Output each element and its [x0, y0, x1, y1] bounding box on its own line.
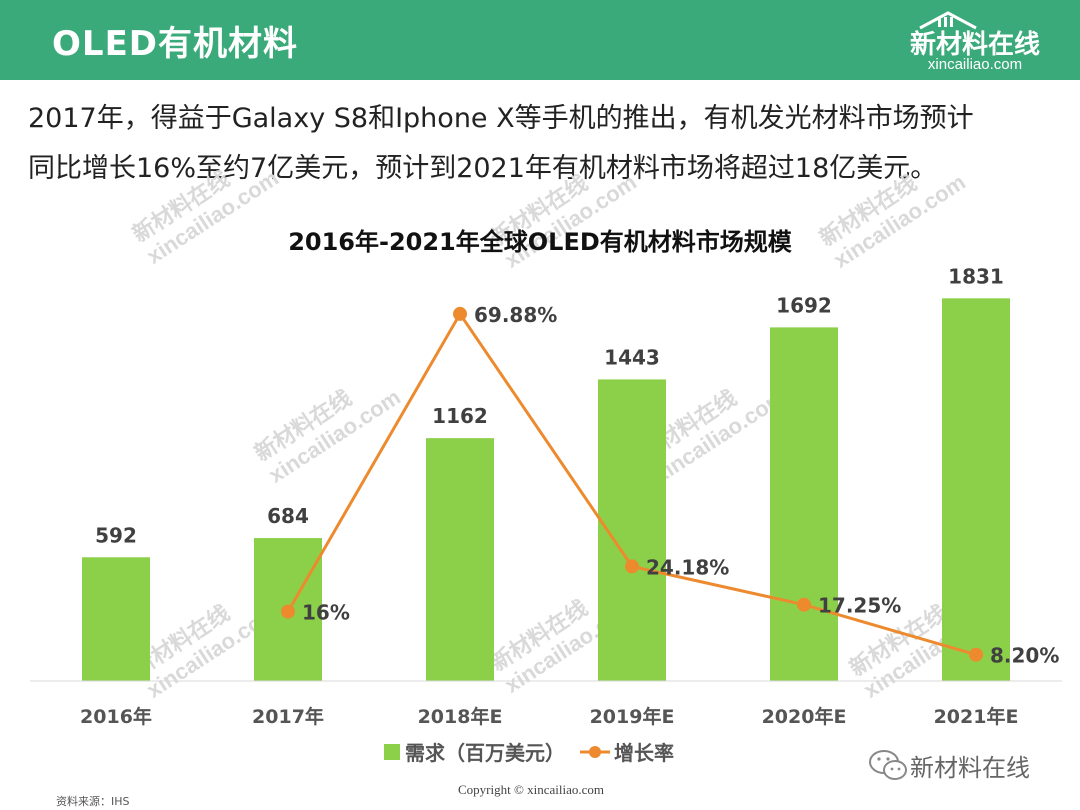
bar-value-label: 1831: [948, 264, 1004, 288]
logo-domain: xincailiao.com: [927, 56, 1023, 73]
intro-text: 2017年，得益于Galaxy S8和Iphone X等手机的推出，有机发光材料…: [28, 94, 1058, 194]
bar-value-label: 1443: [604, 345, 660, 369]
growth-point: [281, 604, 295, 619]
page-title: OLED有机材料: [52, 24, 299, 64]
growth-point: [969, 647, 983, 662]
bar-value-label: 684: [267, 504, 309, 528]
source-note: 资料来源：IHS: [56, 795, 130, 808]
x-tick-label: 2020年E: [762, 705, 847, 728]
intro-line-2: 同比增长16%至约7亿美元，预计到2021年有机材料市场将超过18亿美元。: [28, 153, 938, 184]
legend-line-label: 增长率: [614, 741, 674, 765]
wechat-icon: [869, 750, 907, 780]
copyright-text: Copyright © xincailiao.com: [458, 782, 604, 797]
bar-value-label: 592: [95, 523, 137, 547]
legend-line-marker: [589, 746, 601, 758]
header-bar: OLED有机材料 新材料在线 xincailiao.com: [0, 0, 1080, 80]
bar: [770, 327, 838, 681]
growth-value-label: 69.88%: [474, 303, 557, 327]
growth-point: [453, 306, 467, 321]
x-tick-label: 2019年E: [590, 705, 675, 728]
bar-value-label: 1162: [432, 404, 488, 428]
bar: [82, 557, 150, 681]
growth-value-label: 24.18%: [646, 555, 729, 579]
legend-bar-label: 需求（百万美元）: [405, 741, 565, 765]
logo-name: 新材料在线: [910, 30, 1041, 60]
bar-value-label: 1692: [776, 293, 832, 317]
bar: [942, 298, 1010, 681]
wechat-label: 新材料在线: [910, 754, 1030, 782]
wechat-badge: 新材料在线: [868, 746, 1058, 782]
x-tick-label: 2017年: [252, 705, 324, 728]
bar: [426, 438, 494, 681]
growth-point: [625, 559, 639, 574]
house-icon: [919, 11, 977, 30]
bar: [598, 379, 666, 681]
growth-value-label: 16%: [302, 601, 350, 625]
legend-bar-swatch: [384, 744, 400, 760]
x-tick-label: 2018年E: [418, 705, 503, 728]
x-tick-label: 2021年E: [934, 705, 1019, 728]
growth-point: [797, 597, 811, 612]
growth-value-label: 8.20%: [990, 644, 1059, 668]
site-logo: 新材料在线 xincailiao.com: [910, 8, 1040, 74]
x-tick-label: 2016年: [80, 705, 152, 728]
growth-value-label: 17.25%: [818, 594, 901, 618]
chart-title: 2016年-2021年全球OLED有机材料市场规模: [288, 228, 793, 256]
intro-line-1: 2017年，得益于Galaxy S8和Iphone X等手机的推出，有机发光材料…: [28, 103, 974, 134]
